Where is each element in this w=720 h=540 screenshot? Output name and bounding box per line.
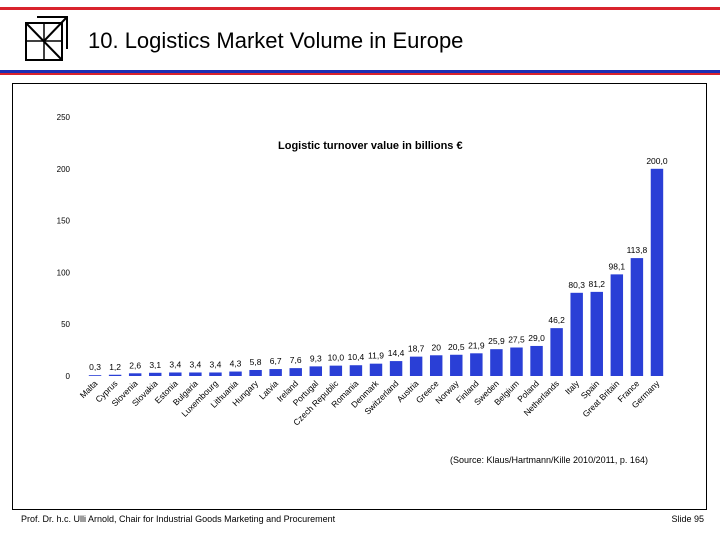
footer-author: Prof. Dr. h.c. Ulli Arnold, Chair for In… [21, 514, 336, 524]
source-note: (Source: Klaus/Hartmann/Kille 2010/2011,… [450, 455, 648, 465]
slide-number: Slide 95 [671, 514, 704, 524]
value-label: 14,4 [388, 348, 405, 358]
value-label: 21,9 [468, 340, 485, 350]
value-label: 27,5 [508, 335, 525, 345]
chart-frame [12, 83, 707, 510]
bar [490, 349, 503, 376]
bar [169, 372, 182, 376]
value-label: 98,1 [609, 261, 626, 271]
bar [389, 361, 403, 376]
value-label: 4,3 [230, 359, 242, 369]
y-axis: 0 50 100 150 200 250 [57, 113, 71, 381]
bar [630, 258, 644, 376]
bar [189, 372, 202, 376]
value-label: 3,4 [210, 359, 222, 369]
bar [550, 328, 563, 376]
value-label: 20,5 [448, 342, 465, 352]
y-tick-label: 100 [57, 268, 71, 277]
y-tick-label: 200 [57, 165, 71, 174]
bar [329, 365, 343, 376]
bar [369, 363, 383, 376]
bar [229, 371, 242, 376]
value-label: 9,3 [310, 353, 322, 363]
value-label: 10,0 [328, 353, 345, 363]
value-label: 81,2 [588, 279, 605, 289]
bar [470, 353, 483, 376]
value-label: 25,9 [488, 336, 505, 346]
value-label: 3,1 [149, 360, 161, 370]
value-label: 200,0 [646, 156, 668, 166]
bar [249, 369, 262, 376]
value-label: 29,0 [528, 333, 545, 343]
value-label: 2,6 [129, 360, 141, 370]
value-label: 0,3 [89, 362, 101, 372]
bar-chart: Logistic turnover value in billions € 0 5… [57, 113, 668, 428]
chart-title: Logistic turnover value in billions € [278, 140, 463, 152]
value-label: 6,7 [270, 356, 282, 366]
bar [510, 347, 523, 376]
value-label: 7,6 [290, 355, 302, 365]
y-tick-label: 150 [57, 217, 71, 226]
title-underline-blue [0, 70, 720, 73]
bar [269, 369, 282, 376]
bar [590, 291, 603, 376]
y-tick-label: 50 [61, 320, 70, 329]
bar [149, 372, 162, 376]
bar [450, 354, 463, 376]
top-accent-line [0, 7, 720, 10]
y-tick-label: 250 [57, 113, 71, 122]
value-label: 3,4 [169, 359, 181, 369]
bar [610, 274, 624, 376]
value-label: 113,8 [627, 245, 648, 255]
value-labels: 0,3 1,2 2,6 3,1 3,4 3,4 3,4 4,3 5,8 6,7 7,6 9,3 10,0… [89, 156, 668, 372]
value-label: 10,4 [348, 352, 365, 362]
value-label: 18,7 [408, 344, 425, 354]
category-labels: MaltaCyprusSloveniaSlovakiaEstoniaBulgar… [78, 378, 662, 428]
bar [530, 345, 543, 376]
slide-title: 10. Logistics Market Volume in Europe [88, 28, 464, 53]
value-label: 3,4 [189, 359, 201, 369]
bar [209, 372, 222, 376]
chair-logo-icon [25, 16, 68, 61]
value-label: 1,2 [109, 362, 121, 372]
bar [349, 365, 363, 376]
value-label: 5,8 [250, 357, 262, 367]
y-tick-label: 0 [66, 372, 71, 381]
bar [409, 356, 423, 376]
bar [128, 373, 142, 376]
bar [108, 374, 122, 376]
value-label: 20 [431, 342, 441, 352]
bar [309, 366, 323, 376]
value-label: 11,9 [368, 351, 384, 361]
value-label: 80,3 [568, 280, 585, 290]
bar [289, 368, 302, 376]
bar [570, 292, 583, 376]
bar [650, 168, 664, 376]
bar [88, 375, 102, 376]
bar-series [88, 168, 664, 376]
value-label: 46,2 [548, 315, 565, 325]
bar [429, 355, 443, 376]
title-underline-red [0, 73, 720, 75]
